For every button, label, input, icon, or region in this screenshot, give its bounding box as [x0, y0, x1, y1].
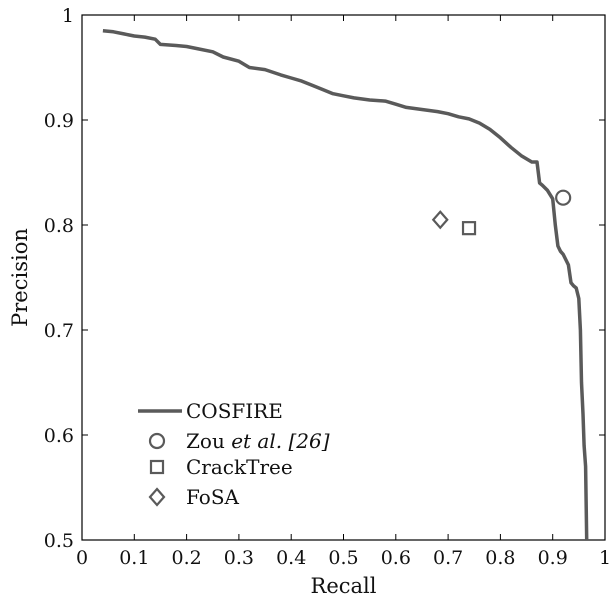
x-tick-label: 0.9: [538, 547, 568, 569]
x-tick-label: 0.1: [119, 547, 149, 569]
x-tick-label: 0.2: [171, 547, 201, 569]
x-tick-label: 0.5: [328, 547, 358, 569]
legend-zou-label-main: Zou: [186, 429, 231, 453]
legend: COSFIRE Zou et al. [26] CrackTree FoSA: [138, 399, 330, 509]
x-tick-label: 0.7: [433, 547, 463, 569]
y-axis-label: Precision: [8, 228, 32, 327]
y-tick-label: 0.9: [44, 110, 74, 132]
cosfire-curve: [102, 29, 589, 541]
x-axis-label: Recall: [311, 574, 377, 598]
legend-fosa-marker: [148, 487, 166, 507]
legend-cracktree-marker: [149, 459, 165, 475]
legend-zou-label-italic: et al. [26]: [231, 429, 330, 453]
y-tick-label: 0.8: [44, 215, 74, 237]
plot-content: 0 0.1 0.2 0.3 0.4 0.5 0.6 0.7 0.8 0.9 1 0.5 0.6 0.7 0.…: [8, 5, 611, 598]
x-tick-label: 0.4: [276, 547, 306, 569]
legend-zou-label: Zou et al. [26]: [186, 429, 330, 453]
cracktree-point: [461, 221, 477, 236]
x-tick-label: 0.8: [485, 547, 515, 569]
x-tick-label: 0: [76, 547, 88, 569]
x-tick-label: 1: [599, 547, 611, 569]
legend-cosfire-label: COSFIRE: [186, 399, 283, 423]
y-tick-label: 1: [62, 5, 74, 27]
y-tick-label: 0.6: [44, 425, 74, 447]
legend-zou-marker: [148, 432, 166, 450]
zou-point: [555, 189, 572, 206]
y-tick-label: 0.7: [44, 320, 74, 342]
legend-fosa-label: FoSA: [186, 485, 240, 509]
legend-cracktree-label: CrackTree: [186, 455, 293, 479]
x-tick-label: 0.6: [381, 547, 411, 569]
x-tick-label: 0.3: [224, 547, 254, 569]
y-tick-label: 0.5: [44, 530, 74, 552]
fosa-point: [431, 210, 449, 230]
